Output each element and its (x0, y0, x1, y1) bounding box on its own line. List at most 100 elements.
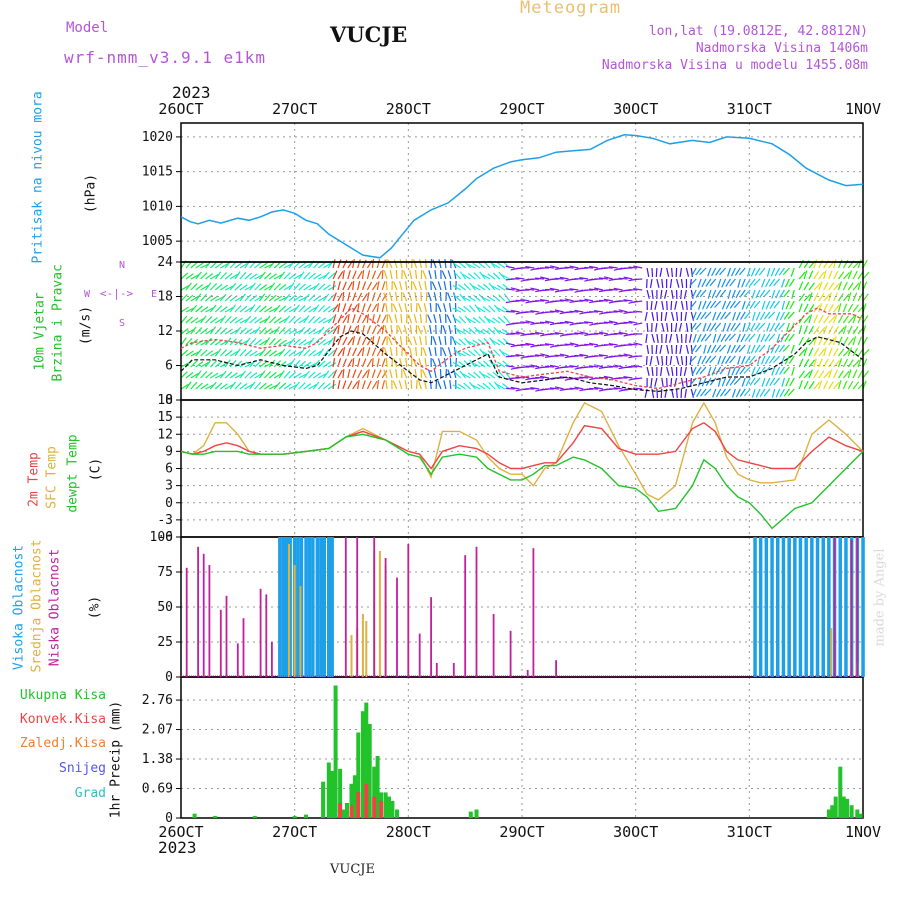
wind-arrow (618, 277, 628, 280)
precip-total-bar (468, 811, 473, 818)
wind-arrow (589, 288, 599, 291)
wind-arrow (224, 285, 234, 291)
x-tick-label-bottom: 30OCT (613, 823, 658, 841)
wind-arrow (210, 372, 219, 379)
compass-e: E (151, 289, 158, 300)
wind-arrow (818, 380, 823, 390)
wind-arrow (430, 335, 433, 346)
wind-arrow (780, 355, 786, 365)
wind-arrow (195, 382, 203, 390)
wind-arrow (574, 309, 584, 313)
wind-arrow (501, 328, 511, 335)
wind-arrow (205, 307, 214, 313)
wind-arrow (613, 287, 623, 291)
wind-arrow (685, 344, 689, 354)
wind-arrow (278, 283, 287, 291)
wind-arrow (447, 270, 452, 280)
wind-arrow (782, 344, 790, 352)
wind-arrow (564, 320, 574, 324)
wind-arrow (852, 326, 859, 335)
wind-arrow (254, 295, 263, 302)
wind-arrow (818, 303, 823, 313)
wind-arrow (303, 361, 312, 368)
wind-arrow (234, 262, 243, 269)
wind-arrow (766, 322, 771, 332)
mid-cloud-bar (288, 544, 290, 677)
wind-arrow (679, 366, 683, 377)
wind-arrow (452, 384, 461, 390)
wind-arrow (503, 293, 511, 302)
mid-cloud-bar (830, 628, 833, 677)
wind-arrow (505, 365, 515, 368)
wind-arrow (660, 388, 663, 399)
wind-arrow (477, 284, 486, 291)
wind-arrow (701, 278, 707, 288)
wind-arrow (613, 364, 623, 368)
wind-arrow (434, 270, 437, 280)
wind-arrow (823, 347, 827, 357)
precip-convective-bar (364, 783, 369, 818)
wind-arrow (706, 322, 712, 332)
wind-arrow (491, 262, 501, 269)
precip-frame (180, 676, 864, 819)
wind-arrow (608, 288, 618, 291)
wind-arrow (732, 311, 736, 321)
wind-arrow (781, 278, 786, 288)
wind-arrow (303, 284, 312, 291)
wind-arrow (525, 365, 535, 368)
wind-arrow (200, 315, 207, 324)
wind-arrow (407, 314, 413, 324)
wind-arrow (249, 316, 257, 324)
precip-axes: 0 0.69 1.38 2.07 2.76 (142, 676, 864, 826)
wind-arrow (477, 361, 486, 368)
wind-arrow (842, 325, 847, 335)
wind-arrow (405, 357, 408, 368)
wind-arrow (689, 278, 692, 289)
wind-arrow (467, 317, 476, 324)
wind-arrow (684, 388, 687, 398)
wind-arrow (361, 347, 365, 357)
wind-arrow (487, 372, 496, 379)
wind-arrow (472, 262, 481, 269)
wind-arrow (190, 326, 197, 335)
wind-arrow (409, 347, 413, 357)
wind-arrow (633, 377, 643, 380)
wind-arrow (837, 358, 843, 368)
wind-arrow (473, 349, 481, 357)
temp-ytick-label: 0 (165, 496, 173, 511)
x-tick-label-top: 31OCT (727, 100, 772, 118)
wind-arrow (540, 276, 550, 280)
wind-arrow (318, 274, 327, 280)
mid-cloud-bar (365, 621, 368, 677)
wind-arrow (721, 377, 727, 387)
year-top: 2023 (172, 83, 211, 102)
precip-total-bar (213, 815, 218, 818)
wind-arrow (705, 278, 712, 287)
wind-arrow (697, 278, 702, 288)
wind-arrow (737, 278, 741, 288)
wind-arrow (205, 350, 214, 357)
wind-arrow (405, 281, 408, 291)
wind-arrow (337, 336, 342, 346)
wind-arrow (327, 294, 335, 302)
wind-arrow (740, 333, 746, 343)
wind-arrow (467, 340, 476, 346)
wind-arrow (239, 293, 246, 302)
wind-arrow (659, 344, 663, 354)
wind-arrow (453, 294, 462, 302)
wind-arrow (477, 383, 486, 390)
wind-arrow (190, 372, 199, 379)
wind-arrow (598, 354, 608, 357)
wind-arrow (779, 289, 786, 298)
wind-arrow (332, 281, 335, 291)
wind-arrow (418, 281, 422, 291)
wind-arrow (381, 292, 388, 302)
wind-arrow (254, 274, 263, 280)
wind-arrow (413, 314, 418, 324)
wind-arrow (584, 343, 594, 346)
wind-arrow (195, 370, 202, 379)
wind-arrow (579, 353, 589, 357)
wind-arrow (438, 336, 442, 346)
wind-arrow (397, 325, 403, 335)
wind-arrow (654, 322, 658, 332)
